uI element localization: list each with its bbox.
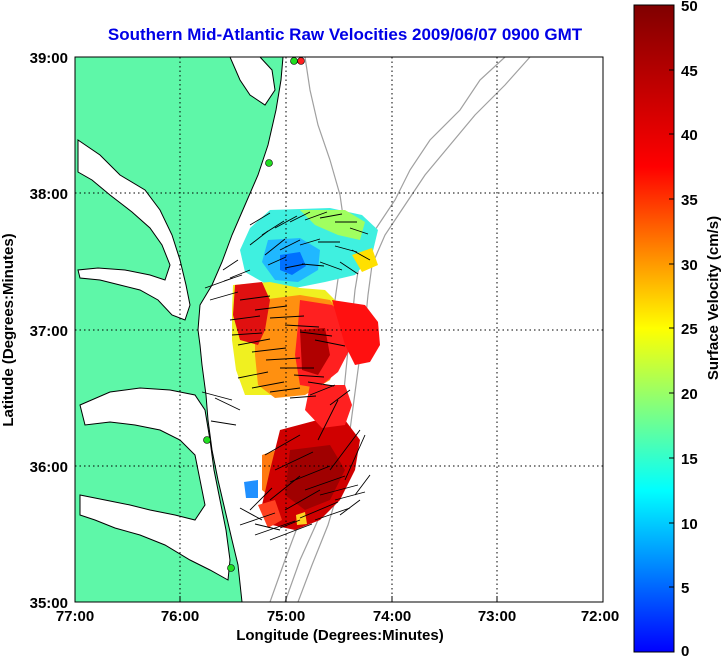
station-marker [290, 57, 298, 65]
plot-frame [74, 56, 604, 603]
pamlico-sound [79, 387, 231, 581]
velocity-vectors [201, 211, 371, 541]
colorbar-tick-label: 45 [681, 63, 698, 80]
colorbar-tick-label: 50 [681, 0, 698, 15]
y-tick-label: 35:00 [30, 595, 68, 612]
y-tick-label: 38:00 [30, 186, 68, 203]
x-tick-label: 73:00 [478, 608, 516, 625]
colorbar-tick-label: 35 [681, 192, 698, 209]
colorbar-tick-label: 30 [681, 257, 698, 274]
colorbar-tick-label: 10 [681, 516, 698, 533]
grid-lines [75, 57, 603, 602]
x-tick-label: 74:00 [373, 608, 411, 625]
y-tick-label: 37:00 [30, 323, 68, 340]
colorbar-tick-label: 0 [681, 643, 689, 659]
x-tick-label: 75:00 [267, 608, 305, 625]
colorbar-tick-label: 20 [681, 386, 698, 403]
station-marker [265, 159, 273, 167]
colorbar-tick-label: 5 [681, 580, 689, 597]
y-tick-label: 36:00 [30, 459, 68, 476]
station-marker [203, 436, 211, 444]
y-axis-label: Latitude (Degrees:Minutes) [0, 233, 17, 426]
x-tick-label: 77:00 [56, 608, 94, 625]
map-title: Southern Mid-Atlantic Raw Velocities 200… [108, 25, 583, 44]
delaware-bay [229, 57, 276, 106]
x-axis-label: Longitude (Degrees:Minutes) [236, 627, 444, 644]
station-marker-active [297, 57, 305, 65]
station-marker [227, 564, 235, 572]
x-tick-label: 76:00 [161, 608, 199, 625]
colorbar-label: Surface Velocity (cm/s) [705, 216, 722, 380]
y-tick-label: 39:00 [30, 50, 68, 67]
colorbar-tick-label: 15 [681, 451, 698, 468]
colorbar [633, 4, 675, 653]
colorbar-tick-label: 40 [681, 127, 698, 144]
x-tick-label: 72:00 [581, 608, 619, 625]
chesapeake-bay [77, 139, 191, 321]
colorbar-tick-label: 25 [681, 321, 698, 338]
